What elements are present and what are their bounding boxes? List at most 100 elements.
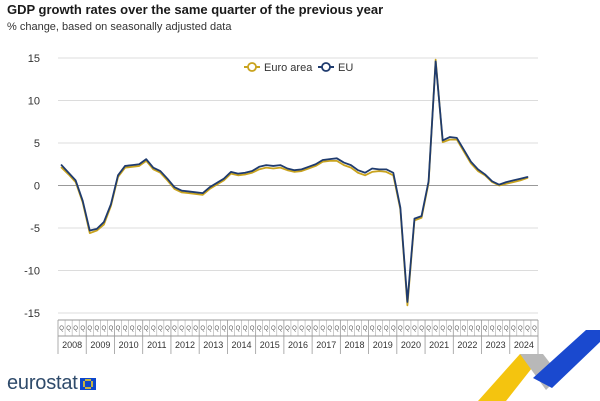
x-tick-label-year: 2018 [344, 340, 364, 350]
x-tick-label-year: 2013 [203, 340, 223, 350]
x-tick-label-year: 2014 [232, 340, 252, 350]
x-tick-label-quarter: Q [518, 326, 523, 332]
legend-label: EU [338, 62, 353, 74]
x-tick-label-year: 2022 [457, 340, 477, 350]
eu-flag-star [89, 379, 92, 382]
eu-flag-star [90, 380, 93, 383]
x-tick-label-quarter: Q [497, 326, 502, 332]
legend-item: Euro area [244, 62, 313, 74]
x-tick-label-quarter: Q [476, 326, 481, 332]
x-tick-label-quarter: Q [109, 326, 114, 332]
x-tick-label-quarter: Q [257, 326, 262, 332]
x-tick-label-quarter: Q [490, 326, 495, 332]
x-tick-label-quarter: Q [222, 326, 227, 332]
x-tick-label-quarter: Q [137, 326, 142, 332]
x-tick-label-quarter: Q [278, 326, 283, 332]
x-tick-label-year: 2023 [486, 340, 506, 350]
x-tick-label-quarter: Q [320, 326, 325, 332]
x-tick-label-quarter: Q [349, 326, 354, 332]
x-tick-label-quarter: Q [426, 326, 431, 332]
y-tick-label: 10 [28, 96, 40, 108]
chart-title: GDP growth rates over the same quarter o… [7, 2, 384, 17]
x-tick-label-quarter: Q [532, 326, 537, 332]
legend-marker [321, 62, 331, 72]
x-tick-label-quarter: Q [151, 326, 156, 332]
x-tick-label-quarter: Q [123, 326, 128, 332]
x-tick-label-year: 2009 [90, 340, 110, 350]
series-line-eu [60, 60, 529, 303]
eu-flag-icon [80, 378, 96, 390]
y-tick-label: -5 [30, 223, 40, 235]
x-tick-label-quarter: Q [504, 326, 509, 332]
eu-flag-star [87, 378, 89, 381]
x-tick-label-year: 2017 [316, 340, 336, 350]
x-tick-label-quarter: Q [66, 326, 71, 332]
x-tick-label-quarter: Q [243, 326, 248, 332]
x-tick-label-quarter: Q [440, 326, 445, 332]
y-axis: 15 10 5 0 -5 -10 -15 [24, 53, 40, 320]
x-tick-label-quarter: Q [447, 326, 452, 332]
x-tick-label-quarter: Q [87, 326, 92, 332]
x-tick-label-quarter: Q [144, 326, 149, 332]
x-tick-label-quarter: Q [377, 326, 382, 332]
eu-flag-star [90, 385, 93, 388]
x-tick-label-quarter: Q [412, 326, 417, 332]
x-tick-label-quarter: Q [299, 326, 304, 332]
x-tick-label-quarter: Q [165, 326, 170, 332]
legend: Euro area EU [244, 62, 353, 74]
legend-marker [247, 62, 257, 72]
x-tick-label-quarter: Q [250, 326, 255, 332]
x-tick-label-quarter: Q [370, 326, 375, 332]
x-tick-label-quarter: Q [130, 326, 135, 332]
eu-flag-star [82, 383, 85, 385]
x-tick-label-quarter: Q [334, 326, 339, 332]
x-tick-label-quarter: Q [193, 326, 198, 332]
eurostat-logo: eurostat [7, 372, 78, 394]
x-tick-label-quarter: Q [511, 326, 516, 332]
ribbon-blue-shape [533, 330, 600, 388]
x-tick-label-quarter: Q [313, 326, 318, 332]
y-tick-label: 0 [34, 181, 40, 193]
x-tick-label-quarter: Q [398, 326, 403, 332]
x-tick-label-quarter: Q [405, 326, 410, 332]
x-tick-label-year: 2010 [119, 340, 139, 350]
x-tick-label-quarter: Q [179, 326, 184, 332]
x-tick-label-year: 2008 [62, 340, 82, 350]
x-tick-label-quarter: Q [462, 326, 467, 332]
x-tick-label-quarter: Q [116, 326, 121, 332]
gridlines [58, 57, 538, 314]
x-tick-label-quarter: Q [207, 326, 212, 332]
x-tick-label-quarter: Q [102, 326, 107, 332]
x-tick-label-quarter: Q [172, 326, 177, 332]
legend-label: Euro area [264, 62, 313, 74]
chart-subtitle: % change, based on seasonally adjusted d… [7, 21, 232, 33]
x-tick-label-quarter: Q [285, 326, 290, 332]
x-tick-label-quarter: Q [264, 326, 269, 332]
eu-flag-star [84, 379, 87, 382]
eu-flag-star [91, 383, 94, 385]
x-tick-label-quarter: Q [483, 326, 488, 332]
legend-item: EU [318, 62, 353, 74]
x-tick-label-quarter: Q [525, 326, 530, 332]
x-tick-label-year: 2024 [514, 340, 534, 350]
series-lines [60, 58, 529, 307]
x-tick-label-quarter: Q [94, 326, 99, 332]
x-tick-label-quarter: Q [419, 326, 424, 332]
x-tick-label-quarter: Q [158, 326, 163, 332]
x-tick-label-quarter: Q [391, 326, 396, 332]
x-tick-label-quarter: Q [342, 326, 347, 332]
x-tick-label-quarter: Q [59, 326, 64, 332]
y-tick-label: -10 [24, 266, 40, 278]
x-tick-label-quarter: Q [73, 326, 78, 332]
series-line-euro-area [60, 58, 529, 307]
y-tick-label: 15 [28, 53, 40, 65]
y-tick-label: 5 [34, 138, 40, 150]
eu-flag-star [83, 385, 86, 388]
x-tick-label-quarter: Q [236, 326, 241, 332]
x-tick-label-quarter: Q [384, 326, 389, 332]
x-tick-label-quarter: Q [186, 326, 191, 332]
eurostat-ribbon-decoration [478, 330, 600, 401]
x-tick-label-quarter: Q [433, 326, 438, 332]
